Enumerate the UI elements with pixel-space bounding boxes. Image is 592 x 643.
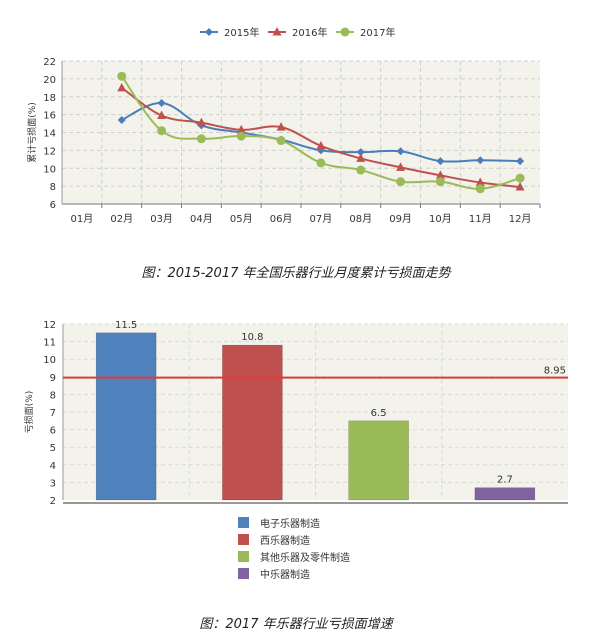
legend-label: 其他乐器及零件制造 xyxy=(260,551,350,564)
y-tick-label: 16 xyxy=(43,111,56,122)
bar-chart-caption: 图：2017 年乐器行业亏损面增速 xyxy=(199,617,393,632)
y-tick-label: 10 xyxy=(43,164,56,175)
x-tick-label: 08月 xyxy=(349,213,372,225)
bar-value-label: 6.5 xyxy=(371,408,387,419)
y-tick-label: 18 xyxy=(43,93,56,104)
data-point xyxy=(396,147,405,156)
data-point xyxy=(157,99,166,108)
y-tick-label: 20 xyxy=(43,75,56,86)
legend-marker xyxy=(205,28,213,36)
x-tick-label: 12月 xyxy=(509,213,532,225)
data-point xyxy=(157,110,167,120)
y-tick-label: 12 xyxy=(43,320,56,331)
data-point xyxy=(236,131,246,141)
legend-marker xyxy=(272,27,282,36)
data-point xyxy=(356,148,365,157)
x-tick-label: 09月 xyxy=(389,213,412,225)
bar-value-label: 10.8 xyxy=(241,332,263,343)
data-point xyxy=(276,122,286,131)
y-tick-label: 3 xyxy=(50,478,56,489)
legend-swatch xyxy=(238,551,249,562)
data-point xyxy=(515,182,525,191)
x-tick-label: 04月 xyxy=(190,213,213,225)
data-point xyxy=(515,173,525,183)
legend-label: 中乐器制造 xyxy=(260,568,310,581)
data-point xyxy=(196,117,206,127)
bar-电子乐器制造 xyxy=(95,332,157,501)
reference-line-label: 8.95 xyxy=(544,366,566,377)
data-point xyxy=(316,158,326,168)
line-chart-caption: 图：2015-2017 年全国乐器行业月度累计亏损面走势 xyxy=(141,266,451,281)
data-point xyxy=(435,177,445,187)
y-tick-label: 2 xyxy=(50,496,56,507)
data-point xyxy=(436,157,445,166)
data-point xyxy=(236,124,246,134)
x-tick-label: 11月 xyxy=(469,213,492,225)
y-tick-label: 5 xyxy=(50,443,56,454)
data-point xyxy=(196,134,206,144)
legend-label: 2017年 xyxy=(360,26,395,39)
legend-swatch xyxy=(238,534,249,545)
y-tick-label: 9 xyxy=(50,373,56,384)
data-point xyxy=(476,156,485,165)
x-tick-label: 07月 xyxy=(310,213,333,225)
bar-value-label: 2.7 xyxy=(497,475,513,486)
y-axis-title: 累计亏损面(%) xyxy=(26,102,38,163)
series-2017年 xyxy=(117,71,525,194)
y-tick-label: 12 xyxy=(43,146,56,157)
data-point xyxy=(356,165,366,175)
legend-swatch xyxy=(238,517,249,528)
y-tick-label: 8 xyxy=(50,390,56,401)
legend-label: 电子乐器制造 xyxy=(260,517,320,530)
legend-label: 2016年 xyxy=(292,26,327,39)
x-tick-label: 05月 xyxy=(230,213,253,225)
y-tick-label: 4 xyxy=(50,461,56,472)
data-point xyxy=(276,136,286,146)
data-point xyxy=(316,140,326,150)
y-tick-label: 10 xyxy=(43,355,56,366)
data-point xyxy=(356,153,366,162)
y-tick-label: 22 xyxy=(43,57,56,68)
data-point xyxy=(475,177,485,187)
data-point xyxy=(435,170,445,179)
bar-value-label: 11.5 xyxy=(115,320,137,331)
bar-其他乐器及零件制造 xyxy=(348,420,409,501)
y-axis-title: 亏损面(%) xyxy=(23,391,35,434)
bar-chart: 2 3 4 5 6 7 8 9 10 11 12 亏损面(%) 11.5 10.8 6.5 2.7 8.95 电子… xyxy=(23,320,568,581)
data-point xyxy=(117,82,127,92)
legend-label: 西乐器制造 xyxy=(260,534,310,547)
x-tick-label: 03月 xyxy=(150,213,173,225)
legend-swatch xyxy=(238,568,249,579)
y-tick-label: 7 xyxy=(50,408,56,419)
legend-marker xyxy=(340,27,350,37)
data-point xyxy=(396,177,406,187)
y-tick-label: 6 xyxy=(50,426,56,437)
y-tick-label: 14 xyxy=(43,129,56,140)
data-point xyxy=(396,162,406,171)
y-tick-label: 8 xyxy=(50,182,56,193)
y-tick-label: 6 xyxy=(50,200,56,211)
y-tick-label: 11 xyxy=(43,338,56,349)
data-point xyxy=(117,71,127,81)
data-point xyxy=(117,115,126,124)
bar-中乐器制造 xyxy=(474,487,536,501)
x-tick-label: 10月 xyxy=(429,213,452,225)
series-2016年 xyxy=(117,82,525,191)
line-chart: 6 8 10 12 14 16 18 20 22 01月 02月 03月 04月 05月 06月 07月 08月… xyxy=(26,26,541,225)
data-point xyxy=(475,184,485,194)
x-tick-label: 02月 xyxy=(110,213,133,225)
x-tick-label: 06月 xyxy=(270,213,293,225)
data-point xyxy=(516,157,525,166)
bar-西乐器制造 xyxy=(222,344,283,501)
legend-label: 2015年 xyxy=(224,26,259,39)
x-tick-label: 01月 xyxy=(71,213,94,225)
data-point xyxy=(157,126,167,136)
